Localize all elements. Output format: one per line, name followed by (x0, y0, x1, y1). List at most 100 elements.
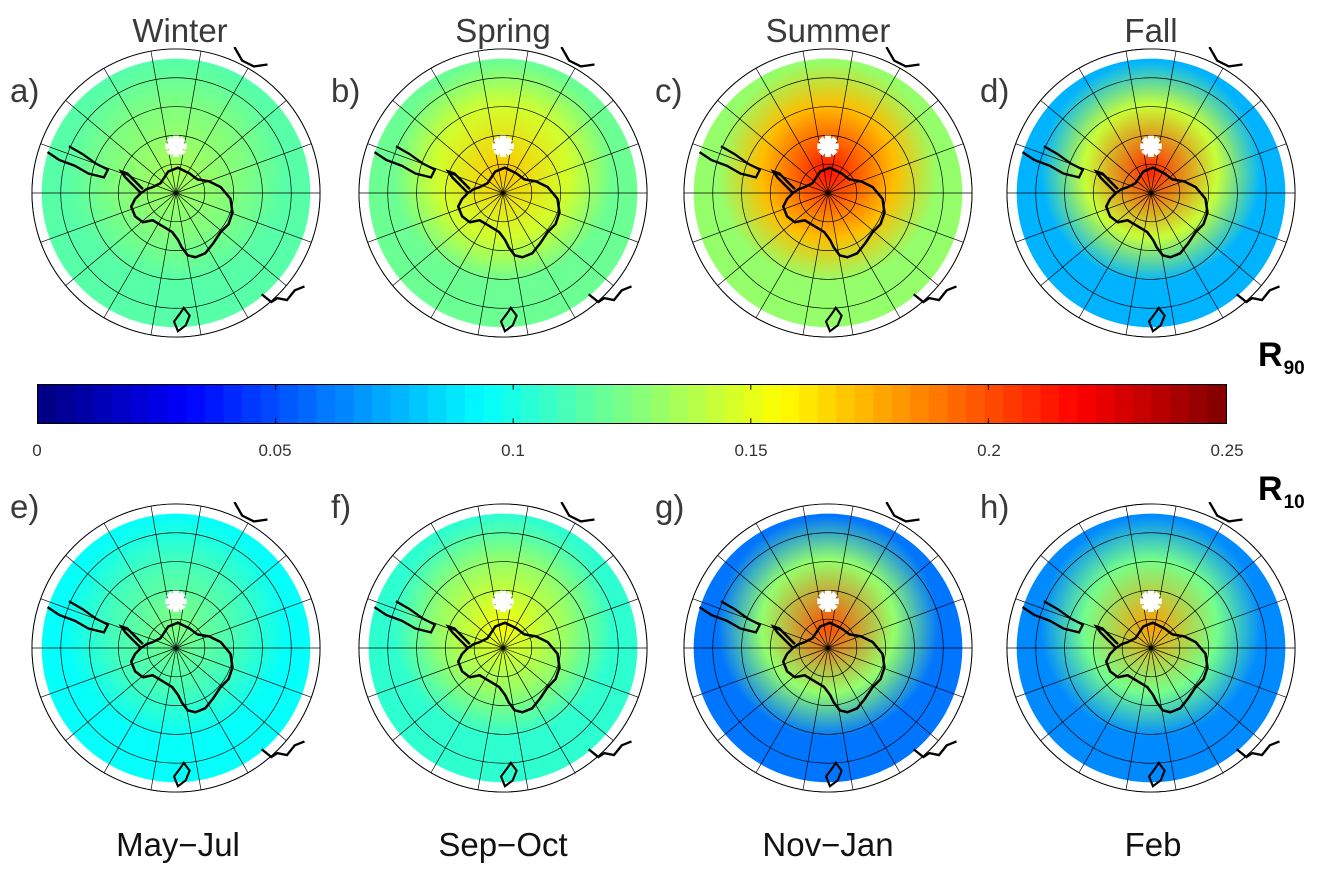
map-rim (31, 48, 321, 338)
month-label-4: Feb (1124, 826, 1182, 863)
panel-label-g: g) (655, 488, 685, 525)
meridian-line (40, 647, 177, 698)
pole-gap-star (492, 135, 514, 157)
peninsula-coastline (118, 169, 144, 194)
antarctica-coastline (456, 621, 561, 714)
land-mask (689, 54, 721, 96)
meridian-line (502, 192, 529, 335)
meridian-line (1150, 192, 1224, 318)
colorbar-step (706, 385, 726, 423)
colorbar-step (1077, 385, 1097, 423)
australia-coastline (1235, 740, 1280, 759)
map-rim (358, 503, 648, 793)
season-title-summer: Summer (765, 12, 891, 49)
meridian-line (392, 192, 504, 286)
colorbar-step (167, 385, 188, 423)
meridian-line (1150, 143, 1287, 194)
colorbar-step (149, 385, 169, 423)
colorbar-step (38, 385, 58, 423)
meridian-line (802, 647, 829, 790)
meridian-line (502, 192, 614, 286)
colorbar-step (1133, 385, 1153, 423)
meridian-line (1150, 647, 1224, 773)
south-america-coastline (46, 145, 110, 179)
meridian-line (827, 598, 964, 649)
colorbar-step (56, 385, 76, 423)
meridian-line (175, 192, 312, 243)
peninsula-coastline (445, 169, 471, 194)
colorbar-step (891, 385, 912, 423)
colorbar-step (836, 385, 856, 423)
meridian-line (40, 192, 177, 243)
africa-coastline (885, 502, 920, 523)
panel-label-h: h) (980, 488, 1010, 525)
peninsula-coastline (1093, 169, 1119, 194)
meridian-line (1078, 647, 1152, 773)
meridian-line (430, 68, 504, 194)
meridian-line (755, 68, 829, 194)
colorbar-step (743, 385, 763, 423)
meridian-line (1078, 68, 1152, 194)
pole-gap-star (165, 590, 187, 612)
polar-map-e (30, 502, 322, 794)
panel-label-a: a) (10, 72, 40, 109)
colorbar-step (390, 385, 410, 423)
colorbar-step (1040, 385, 1060, 423)
meridian-line (827, 192, 854, 335)
africa-coastline (885, 47, 920, 68)
season-title-winter: Winter (132, 12, 228, 49)
antarctica-coastline (781, 166, 886, 259)
colorbar-step (427, 385, 447, 423)
colorbar-step (372, 385, 392, 423)
colorbar-tick-label: 0.2 (977, 441, 1001, 460)
polar-map-d (1005, 47, 1297, 339)
africa-coastline (233, 47, 268, 68)
meridian-line (65, 647, 177, 741)
meridian-line (430, 523, 504, 649)
colorbar-step (297, 385, 318, 423)
polar-map-g (682, 502, 974, 794)
colorbar-gradient (38, 385, 1226, 423)
meridian-line (392, 100, 504, 194)
meridian-line (367, 143, 504, 194)
meridian-line (103, 192, 177, 318)
colorbar-step (910, 385, 930, 423)
meridian-line (175, 647, 312, 698)
meridian-line (755, 192, 829, 318)
meridian-line (175, 143, 312, 194)
antarctica-coastline (1104, 166, 1209, 259)
month-label-1: May−Jul (116, 826, 240, 863)
meridian-line (502, 647, 614, 741)
new-zealand-coastline (499, 306, 518, 333)
land-mask (1012, 54, 1044, 96)
meridian-line (1015, 192, 1152, 243)
meridian-line (65, 555, 177, 649)
colorbar-step (966, 385, 986, 423)
south-america-coastline (1021, 600, 1085, 634)
meridian-line (827, 192, 901, 318)
colorbar-step (1096, 385, 1116, 423)
panel-label-f: f) (331, 488, 352, 525)
colorbar (37, 384, 1227, 424)
meridian-line (502, 647, 639, 698)
meridian-line (1125, 192, 1152, 335)
map-rim (1006, 48, 1296, 338)
meridian-line (40, 143, 177, 194)
meridian-line (1015, 598, 1152, 649)
south-america-coastline (373, 145, 437, 179)
meridian-line (430, 192, 504, 318)
colorbar-step (724, 385, 744, 423)
meridian-line (502, 192, 639, 243)
polar-map-f (357, 502, 649, 794)
colorbar-step (409, 385, 429, 423)
panel-label-e: e) (10, 488, 40, 525)
colorbar-step (1170, 385, 1190, 423)
colorbar-step (335, 385, 355, 423)
australia-coastline (912, 740, 957, 759)
polar-map-a (30, 47, 322, 339)
colorbar-step (205, 385, 225, 423)
row-label-r10: R10 (1258, 470, 1305, 513)
new-zealand-coastline (824, 306, 843, 333)
meridian-line (175, 647, 249, 773)
africa-coastline (1208, 502, 1243, 523)
